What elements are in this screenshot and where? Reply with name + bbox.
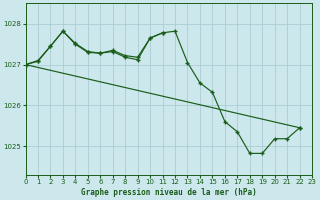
X-axis label: Graphe pression niveau de la mer (hPa): Graphe pression niveau de la mer (hPa): [81, 188, 257, 197]
